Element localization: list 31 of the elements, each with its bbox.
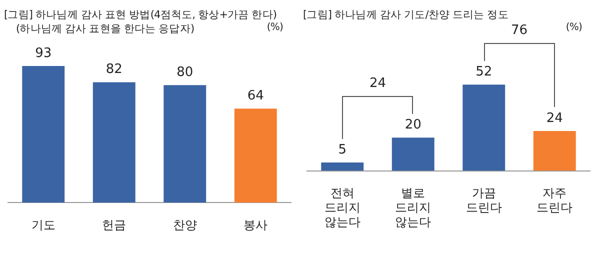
data-label: 20 (404, 118, 422, 133)
chart-title: [그림] 하나님께 감사 표현 방법(4점척도, 항상+가끔 한다) (3, 8, 278, 22)
data-label: 82 (106, 62, 122, 78)
bar (392, 138, 434, 171)
x-tick-label: 기도 (31, 218, 56, 232)
x-tick-label: 헌금 (102, 218, 126, 232)
bar (164, 85, 206, 203)
x-tick-label: 봉사 (244, 218, 268, 232)
data-label: 52 (476, 64, 492, 80)
bar (321, 162, 364, 171)
data-label: 5 (338, 142, 347, 158)
x-tick-label: 전혀 드리지 않는다 (324, 186, 360, 229)
x-tick-label: 가끔 드린다 (466, 186, 502, 215)
data-label: 64 (247, 88, 264, 104)
bar (234, 108, 277, 203)
x-tick-label: 찬양 (172, 218, 197, 232)
x-tick-label: 자주 드린다 (536, 186, 573, 215)
data-label: 24 (546, 110, 563, 126)
bar (462, 84, 506, 171)
bar (92, 82, 136, 203)
x-tick-label: 별로 드리지 않는다 (395, 186, 432, 229)
text: 76 (510, 22, 529, 38)
bar (22, 66, 65, 203)
data-label: 80 (176, 65, 194, 80)
data-label: 93 (35, 46, 52, 61)
text: (%) (266, 22, 283, 35)
chart-subtitle: (하나님께 감사 표현을 한다는 응답자) (16, 22, 194, 36)
annotation: 24 (368, 76, 388, 91)
text: (%) (566, 22, 582, 33)
chart-title: [그림] 하나님께 감사 기도/찬양 드리는 정도 (302, 8, 510, 22)
bar (533, 131, 576, 171)
